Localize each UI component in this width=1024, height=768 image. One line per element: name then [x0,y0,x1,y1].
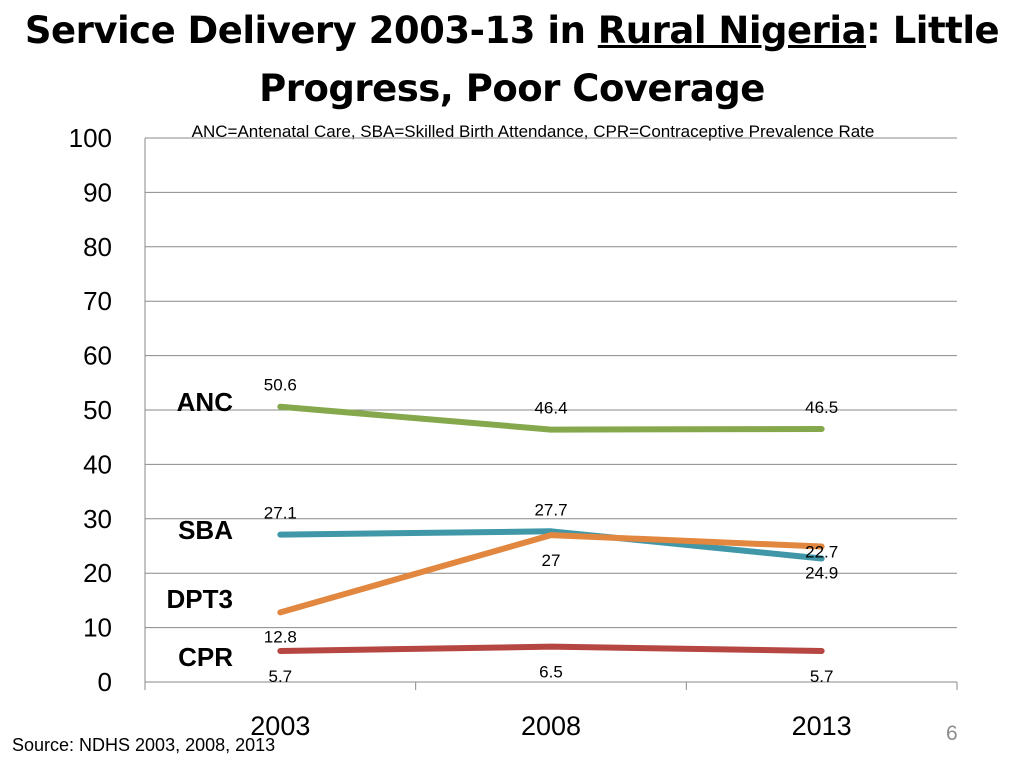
source-note: Source: NDHS 2003, 2008, 2013 [12,735,276,755]
y-tick-label-20: 20 [83,558,112,588]
y-tick-label-40: 40 [83,449,112,479]
data-label-sba-2003: 27.1 [264,504,297,523]
y-tick-label-10: 10 [83,613,112,643]
y-tick-label-60: 60 [83,341,112,371]
series-name-dpt3: DPT3 [167,584,233,614]
data-label-cpr-2003: 5.7 [269,667,293,686]
title-line-1: Service Delivery 2003-13 in Rural Nigeri… [0,2,1024,60]
x-axis: 2003 2008 2013 [144,681,958,741]
series-line-cpr [277,643,825,654]
data-label-anc-2008: 46.4 [534,399,567,418]
title-text-b: : Little [866,9,1000,52]
series-name-anc: ANC [177,387,234,417]
data-label-dpt3-2013: 24.9 [805,564,838,583]
series-name-sba: SBA [178,515,233,545]
chart-subtitle: ANC=Antenatal Care, SBA=Skilled Birth At… [192,122,875,141]
series-lines [277,403,825,654]
data-label-cpr-2013: 5.7 [810,667,834,686]
data-label-sba-2013: 22.7 [805,543,838,562]
y-tick-label-100: 100 [69,123,112,153]
data-labels: 50.6 46.4 46.5 ANC 27.1 27.7 22.7 SBA 12.8 27 24.9… [167,376,839,686]
gridlines [145,137,957,629]
y-tick-label-0: 0 [98,667,112,697]
y-tick-label-90: 90 [83,177,112,207]
title-text-a: Service Delivery 2003-13 in [24,9,598,52]
slide-title: Service Delivery 2003-13 in Rural Nigeri… [0,2,1024,118]
data-label-sba-2008: 27.7 [534,500,567,519]
y-tick-label-80: 80 [83,232,112,262]
y-tick-label-50: 50 [83,395,112,425]
data-label-anc-2003: 50.6 [264,376,297,395]
series-name-cpr: CPR [178,642,233,672]
y-axis: 0 10 20 30 40 50 60 70 80 90 100 [69,123,146,697]
series-line-dpt3 [277,532,825,616]
y-tick-label-70: 70 [83,286,112,316]
data-label-dpt3-2003: 12.8 [264,627,297,646]
series-line-anc [277,403,825,433]
title-line-2: Progress, Poor Coverage [259,67,765,110]
data-label-anc-2013: 46.5 [805,398,838,417]
x-tick-label-2008: 2008 [521,711,581,741]
page-number: 6 [946,722,958,745]
x-tick-label-2003: 2003 [250,711,310,741]
title-underlined: Rural Nigeria [597,9,867,52]
x-tick-label-2013: 2013 [792,711,852,741]
data-label-dpt3-2008: 27 [542,551,561,570]
y-tick-label-30: 30 [83,504,112,534]
series-line-sba [277,528,825,562]
data-label-cpr-2008: 6.5 [539,663,563,682]
